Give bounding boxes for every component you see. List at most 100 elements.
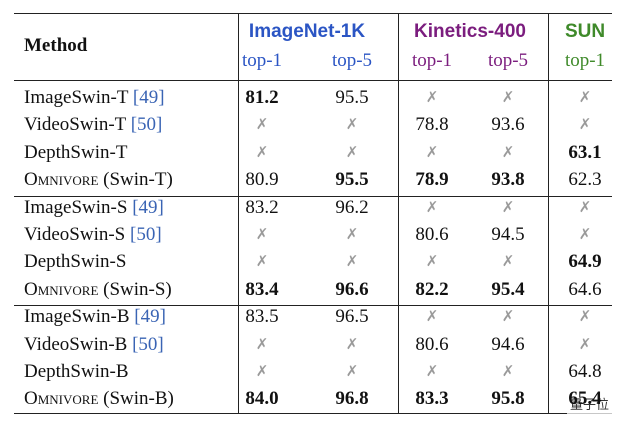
cross-cell: ✗ bbox=[255, 334, 269, 353]
value-cell: 95.5 bbox=[335, 87, 369, 108]
cross-cell: ✗ bbox=[578, 334, 592, 353]
value-cell: 64.9 bbox=[568, 251, 602, 273]
column-header: top-1 bbox=[564, 50, 606, 71]
cross-cell: ✗ bbox=[578, 115, 592, 134]
method-name: ImageSwin-B bbox=[24, 306, 130, 328]
method-cell: Omnivore (Swin-S) bbox=[24, 280, 172, 299]
value-cell: 95.8 bbox=[491, 388, 525, 410]
citation: [50] bbox=[130, 114, 163, 136]
method-header: Method bbox=[24, 35, 88, 56]
value-cell: 96.5 bbox=[335, 306, 369, 328]
value-cell: 83.2 bbox=[245, 196, 279, 218]
group-divider bbox=[548, 13, 549, 413]
column-header: top-5 bbox=[331, 50, 373, 71]
section-rule bbox=[14, 195, 612, 197]
citation: [49] bbox=[134, 306, 166, 328]
value-cell: 64.8 bbox=[568, 361, 602, 382]
header-rule bbox=[14, 80, 612, 81]
value-cell: 78.9 bbox=[415, 169, 449, 191]
cross-cell: ✗ bbox=[501, 142, 515, 161]
group-divider bbox=[398, 13, 399, 413]
method-cell: ImageSwin-S [49] bbox=[24, 198, 164, 217]
method-cell: ImageSwin-B [49] bbox=[24, 307, 166, 326]
value-cell: 96.6 bbox=[335, 278, 369, 300]
cross-cell: ✗ bbox=[345, 362, 359, 380]
value-cell: 80.9 bbox=[245, 169, 279, 191]
cross-cell: ✗ bbox=[345, 252, 359, 271]
cross-cell: ✗ bbox=[255, 225, 269, 243]
method-name: VideoSwin-S bbox=[24, 224, 126, 245]
cross-cell: ✗ bbox=[501, 362, 515, 380]
value-cell: 65.4 bbox=[568, 388, 602, 410]
method-cell: VideoSwin-B [50] bbox=[24, 335, 164, 354]
method-name: VideoSwin-T bbox=[24, 114, 126, 136]
cross-cell: ✗ bbox=[345, 225, 359, 243]
cross-cell: ✗ bbox=[425, 362, 439, 380]
citation: [49] bbox=[132, 87, 165, 108]
value-cell: 96.8 bbox=[335, 388, 369, 410]
cross-cell: ✗ bbox=[425, 197, 439, 216]
method-name: DepthSwin-B bbox=[24, 361, 129, 382]
value-cell: 82.2 bbox=[415, 278, 449, 300]
cross-cell: ✗ bbox=[345, 334, 359, 353]
cross-cell: ✗ bbox=[345, 142, 359, 161]
method-name: Omnivore bbox=[24, 388, 99, 410]
watermark: 量子位 bbox=[566, 393, 612, 414]
method-detail: (Swin-T) bbox=[103, 169, 173, 191]
method-cell: ImageSwin-T [49] bbox=[24, 88, 165, 107]
value-cell: 64.6 bbox=[568, 278, 602, 300]
cross-cell: ✗ bbox=[425, 252, 439, 271]
cross-cell: ✗ bbox=[345, 115, 359, 134]
cross-cell: ✗ bbox=[425, 307, 439, 326]
cross-cell: ✗ bbox=[255, 252, 269, 271]
value-cell: 78.8 bbox=[415, 114, 449, 136]
cross-cell: ✗ bbox=[578, 88, 592, 106]
cross-cell: ✗ bbox=[255, 362, 269, 380]
method-cell: VideoSwin-S [50] bbox=[24, 225, 162, 244]
column-header: top-1 bbox=[241, 50, 283, 71]
value-cell: 63.1 bbox=[568, 141, 602, 163]
value-cell: 81.2 bbox=[245, 87, 279, 108]
column-header: top-1 bbox=[411, 50, 453, 71]
value-cell: 95.4 bbox=[491, 278, 525, 300]
method-cell: Omnivore (Swin-B) bbox=[24, 389, 174, 408]
value-cell: 94.6 bbox=[491, 333, 525, 355]
method-detail: (Swin-S) bbox=[103, 278, 172, 300]
method-name: VideoSwin-B bbox=[24, 333, 128, 355]
value-cell: 94.5 bbox=[491, 224, 525, 245]
value-cell: 83.3 bbox=[415, 388, 449, 410]
cross-cell: ✗ bbox=[255, 142, 269, 161]
value-cell: 93.8 bbox=[491, 169, 525, 191]
citation: [49] bbox=[132, 196, 164, 218]
method-cell: Omnivore (Swin-T) bbox=[24, 170, 173, 189]
method-cell: VideoSwin-T [50] bbox=[24, 115, 162, 134]
group-header: ImageNet-1K bbox=[248, 21, 366, 42]
value-cell: 93.6 bbox=[491, 114, 525, 136]
cross-cell: ✗ bbox=[501, 88, 515, 106]
value-cell: 83.5 bbox=[245, 306, 279, 328]
method-name: Omnivore bbox=[24, 278, 99, 300]
cross-cell: ✗ bbox=[255, 115, 269, 134]
value-cell: 96.2 bbox=[335, 196, 369, 218]
group-header: SUN bbox=[564, 21, 606, 42]
value-cell: 80.6 bbox=[415, 333, 449, 355]
section-rule bbox=[14, 305, 612, 307]
bottom-rule bbox=[14, 413, 612, 414]
citation: [50] bbox=[132, 333, 164, 355]
cross-cell: ✗ bbox=[425, 88, 439, 106]
method-name: DepthSwin-S bbox=[24, 251, 127, 273]
cross-cell: ✗ bbox=[578, 197, 592, 216]
value-cell: 80.6 bbox=[415, 224, 449, 245]
column-header: top-5 bbox=[487, 50, 529, 71]
method-detail: (Swin-B) bbox=[103, 388, 174, 410]
method-cell: DepthSwin-B bbox=[24, 362, 129, 381]
cross-cell: ✗ bbox=[501, 197, 515, 216]
citation: [50] bbox=[130, 224, 162, 245]
method-cell: DepthSwin-T bbox=[24, 143, 127, 162]
group-divider bbox=[238, 13, 239, 413]
cross-cell: ✗ bbox=[425, 142, 439, 161]
top-rule bbox=[14, 13, 612, 14]
method-name: ImageSwin-S bbox=[24, 196, 128, 218]
cross-cell: ✗ bbox=[501, 307, 515, 326]
